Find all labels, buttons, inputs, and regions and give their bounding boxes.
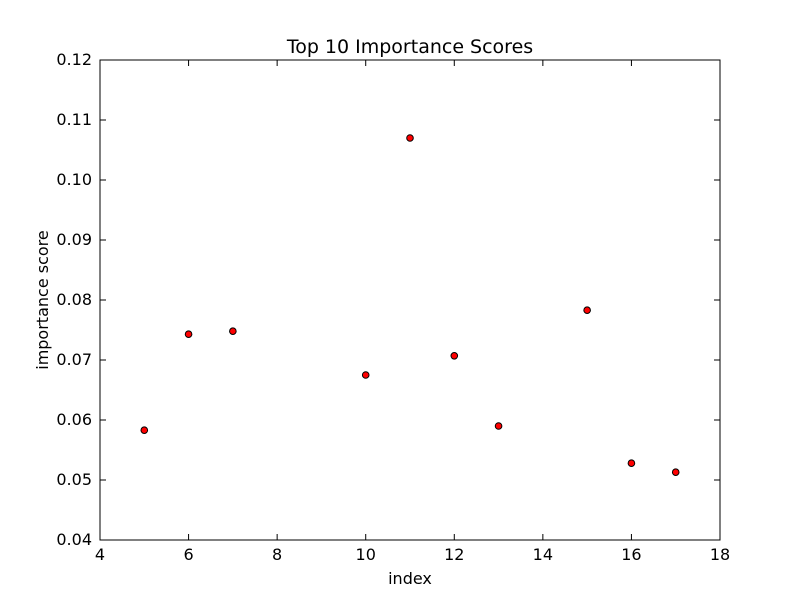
y-tick-label: 0.12 <box>56 50 92 69</box>
scatter-point <box>494 422 503 430</box>
scatter-point <box>450 352 459 360</box>
y-tick-label: 0.10 <box>56 170 92 189</box>
x-axis-label: index <box>388 569 432 588</box>
y-tick-label: 0.08 <box>56 290 92 309</box>
x-tick-label: 8 <box>272 545 282 564</box>
y-tick-label: 0.07 <box>56 350 92 369</box>
y-axis-label: importance score <box>33 230 52 370</box>
x-tick-label: 4 <box>95 545 105 564</box>
y-tick-label: 0.11 <box>56 110 92 129</box>
x-tick-label: 12 <box>444 545 464 564</box>
scatter-point <box>627 459 636 468</box>
scatter-point <box>406 134 414 142</box>
scatter-point <box>229 327 237 336</box>
scatter-point <box>361 371 370 379</box>
x-axis-ticks: 4 6 8 10 12 14 16 18 <box>95 60 730 564</box>
x-tick-label: 16 <box>621 545 641 564</box>
scatter-point <box>140 426 149 435</box>
y-axis-ticks: 0.04 0.05 0.06 0.07 0.08 0.09 0.10 0.11 0.12 <box>56 50 720 549</box>
scatter-point <box>583 306 591 315</box>
scatter-point <box>184 330 193 339</box>
scatter-point <box>671 468 680 477</box>
x-tick-label: 14 <box>533 545 553 564</box>
chart-title: Top 10 Importance Scores <box>286 36 533 58</box>
y-tick-label: 0.04 <box>56 530 92 549</box>
x-tick-label: 6 <box>183 545 193 564</box>
y-tick-label: 0.06 <box>56 410 92 429</box>
x-tick-label: 18 <box>710 545 730 564</box>
y-tick-label: 0.05 <box>56 470 92 489</box>
x-tick-label: 10 <box>356 545 376 564</box>
plot-area-frame <box>99 59 721 541</box>
y-tick-label: 0.09 <box>56 230 92 249</box>
data-points <box>140 134 680 477</box>
